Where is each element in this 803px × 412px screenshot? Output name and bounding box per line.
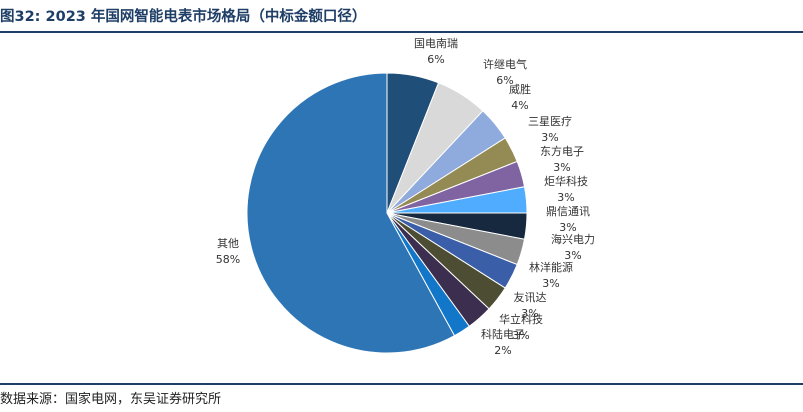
pie-slice <box>246 72 456 354</box>
slice-name-label: 威胜 <box>509 82 531 96</box>
slice-value-label: 3% <box>541 131 558 144</box>
pie-slices <box>246 72 528 354</box>
slice-name-label: 东方电子 <box>540 144 584 158</box>
slice-name-label: 林洋能源 <box>529 260 573 274</box>
slice-value-label: 3% <box>557 191 574 204</box>
slice-name-label: 科陆电子 <box>481 327 525 341</box>
slice-name-label: 鼎信通讯 <box>546 205 590 218</box>
top-divider <box>0 31 803 33</box>
slice-value-label: 4% <box>511 99 528 112</box>
slice-value-label: 6% <box>427 53 444 66</box>
slice-value-label: 6% <box>496 74 513 87</box>
slice-name-label: 三星医疗 <box>528 114 572 128</box>
slice-name-label: 其他 <box>217 237 239 250</box>
slice-value-label: 3% <box>542 277 559 290</box>
source-note: 数据来源：国家电网，东吴证券研究所 <box>0 392 222 407</box>
slice-value-label: 3% <box>512 329 529 342</box>
slice-value-label: 3% <box>521 307 538 320</box>
slice-name-label: 许继电气 <box>483 57 527 71</box>
slice-value-label: 3% <box>553 161 570 174</box>
slice-name-label: 华立科技 <box>499 312 543 326</box>
slice-value-label: 3% <box>559 221 576 234</box>
slice-name-label: 海兴电力 <box>551 232 595 246</box>
bottom-divider <box>0 383 803 385</box>
slice-name-label: 友讯达 <box>514 290 547 304</box>
slice-name-label: 炬华科技 <box>544 174 588 188</box>
slice-name-label: 国电南瑞 <box>414 36 458 50</box>
figure-title: 图32: 2023 年国网智能电表市场格局（中标金额口径） <box>0 9 367 25</box>
slice-value-label: 2% <box>494 344 511 357</box>
slice-value-label: 58% <box>216 253 240 266</box>
slice-value-label: 3% <box>564 249 581 262</box>
